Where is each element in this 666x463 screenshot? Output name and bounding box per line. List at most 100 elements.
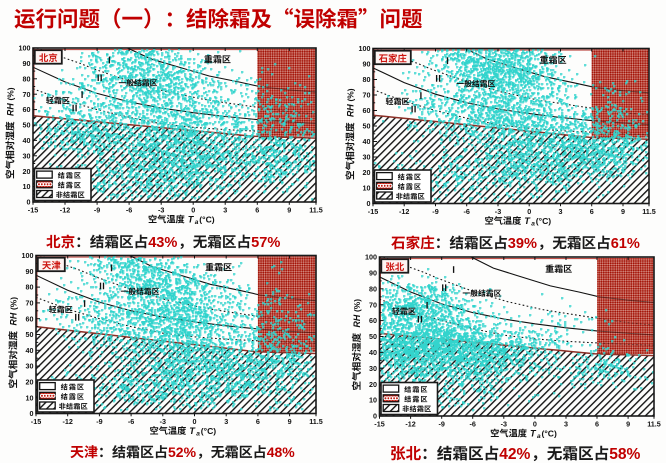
svg-text:52%: 52% [168, 444, 197, 460]
svg-text:-12: -12 [60, 206, 70, 215]
svg-text:70: 70 [363, 91, 371, 100]
svg-text:11.5: 11.5 [309, 417, 323, 426]
svg-text:50: 50 [363, 122, 371, 131]
svg-text:40: 40 [26, 346, 34, 355]
svg-text:-3: -3 [160, 417, 166, 426]
svg-text:43%: 43% [148, 235, 177, 251]
svg-text:0: 0 [373, 412, 377, 421]
svg-text:3: 3 [224, 417, 228, 426]
svg-text:90: 90 [23, 59, 31, 68]
svg-text:10: 10 [26, 393, 34, 402]
svg-text:-12: -12 [399, 207, 409, 216]
svg-text:T: T [524, 216, 531, 226]
svg-text:-3: -3 [158, 206, 164, 215]
svg-text:11.5: 11.5 [642, 207, 656, 216]
svg-text:-9: -9 [438, 420, 444, 429]
svg-text:3: 3 [564, 420, 568, 429]
svg-text:20: 20 [23, 167, 31, 176]
svg-text:11.5: 11.5 [647, 420, 661, 429]
svg-text:10: 10 [363, 184, 371, 193]
svg-text:-3: -3 [495, 207, 501, 216]
svg-text:90: 90 [369, 269, 377, 278]
svg-text:60: 60 [369, 316, 377, 325]
svg-text:-6: -6 [128, 417, 134, 426]
svg-text:a: a [195, 219, 199, 226]
svg-text:-15: -15 [368, 207, 378, 216]
svg-text:100: 100 [22, 251, 34, 260]
svg-text:6: 6 [595, 420, 599, 429]
svg-text:RH: RH [6, 103, 16, 116]
svg-text:-3: -3 [501, 420, 507, 429]
svg-text:70: 70 [369, 300, 377, 309]
svg-text:6: 6 [590, 207, 594, 216]
svg-text:60: 60 [363, 106, 371, 115]
svg-text:90: 90 [363, 60, 371, 69]
svg-text:3: 3 [559, 207, 563, 216]
svg-text:0: 0 [30, 409, 34, 418]
svg-text:(°C): (°C) [536, 216, 552, 226]
svg-text:0: 0 [533, 420, 537, 429]
svg-text:20: 20 [26, 378, 34, 387]
svg-text:100: 100 [19, 44, 31, 53]
svg-text:30: 30 [363, 153, 371, 162]
svg-text:40: 40 [363, 137, 371, 146]
svg-text:a: a [196, 431, 200, 438]
svg-text:(%): (%) [9, 297, 19, 310]
svg-text:-12: -12 [63, 417, 73, 426]
svg-text:58%: 58% [609, 446, 640, 463]
svg-text:70: 70 [26, 299, 34, 308]
svg-text:9: 9 [621, 207, 625, 216]
svg-text:30: 30 [369, 364, 377, 373]
svg-text:30: 30 [26, 362, 34, 371]
svg-text:100: 100 [365, 253, 377, 262]
svg-text:50: 50 [369, 332, 377, 341]
svg-text:48%: 48% [267, 444, 296, 460]
svg-text:(%): (%) [352, 299, 362, 312]
svg-text:6: 6 [256, 417, 260, 426]
svg-text:60: 60 [23, 105, 31, 114]
svg-text:RH: RH [352, 314, 362, 327]
svg-text:11.5: 11.5 [309, 206, 323, 215]
svg-text:90: 90 [26, 267, 34, 276]
svg-text:-9: -9 [432, 207, 438, 216]
svg-text:RH: RH [346, 104, 356, 117]
svg-text:30: 30 [23, 151, 31, 160]
svg-text:9: 9 [287, 206, 291, 215]
svg-text:T: T [530, 429, 537, 439]
svg-text:a: a [537, 433, 541, 440]
svg-text:100: 100 [359, 44, 371, 53]
svg-text:a: a [531, 221, 535, 228]
svg-text:-6: -6 [463, 207, 469, 216]
svg-text:0: 0 [191, 206, 195, 215]
svg-text:40: 40 [23, 136, 31, 145]
svg-text:0: 0 [527, 207, 531, 216]
svg-text:-6: -6 [126, 206, 132, 215]
svg-text:10: 10 [369, 396, 377, 405]
svg-text:-9: -9 [94, 206, 100, 215]
svg-text:20: 20 [369, 380, 377, 389]
svg-text:50: 50 [26, 330, 34, 339]
svg-text:-9: -9 [96, 417, 102, 426]
svg-text:9: 9 [288, 417, 292, 426]
svg-text:(°C): (°C) [201, 426, 217, 436]
svg-text:(°C): (°C) [542, 429, 558, 439]
svg-text:61%: 61% [611, 236, 640, 252]
svg-text:10: 10 [23, 182, 31, 191]
svg-text:0: 0 [193, 417, 197, 426]
svg-text:(%): (%) [346, 88, 356, 101]
svg-text:80: 80 [26, 283, 34, 292]
svg-text:80: 80 [23, 74, 31, 83]
svg-text:20: 20 [363, 168, 371, 177]
svg-text:(°C): (°C) [199, 215, 215, 225]
svg-text:9: 9 [626, 420, 630, 429]
svg-text:60: 60 [26, 314, 34, 323]
svg-text:39%: 39% [508, 236, 537, 252]
svg-text:0: 0 [27, 198, 31, 207]
svg-text:0: 0 [367, 199, 371, 208]
svg-text:80: 80 [363, 75, 371, 84]
svg-text:57%: 57% [251, 235, 280, 251]
svg-text:70: 70 [23, 90, 31, 99]
svg-text:-6: -6 [469, 420, 475, 429]
svg-text:RH: RH [9, 312, 19, 325]
svg-text:50: 50 [23, 121, 31, 130]
